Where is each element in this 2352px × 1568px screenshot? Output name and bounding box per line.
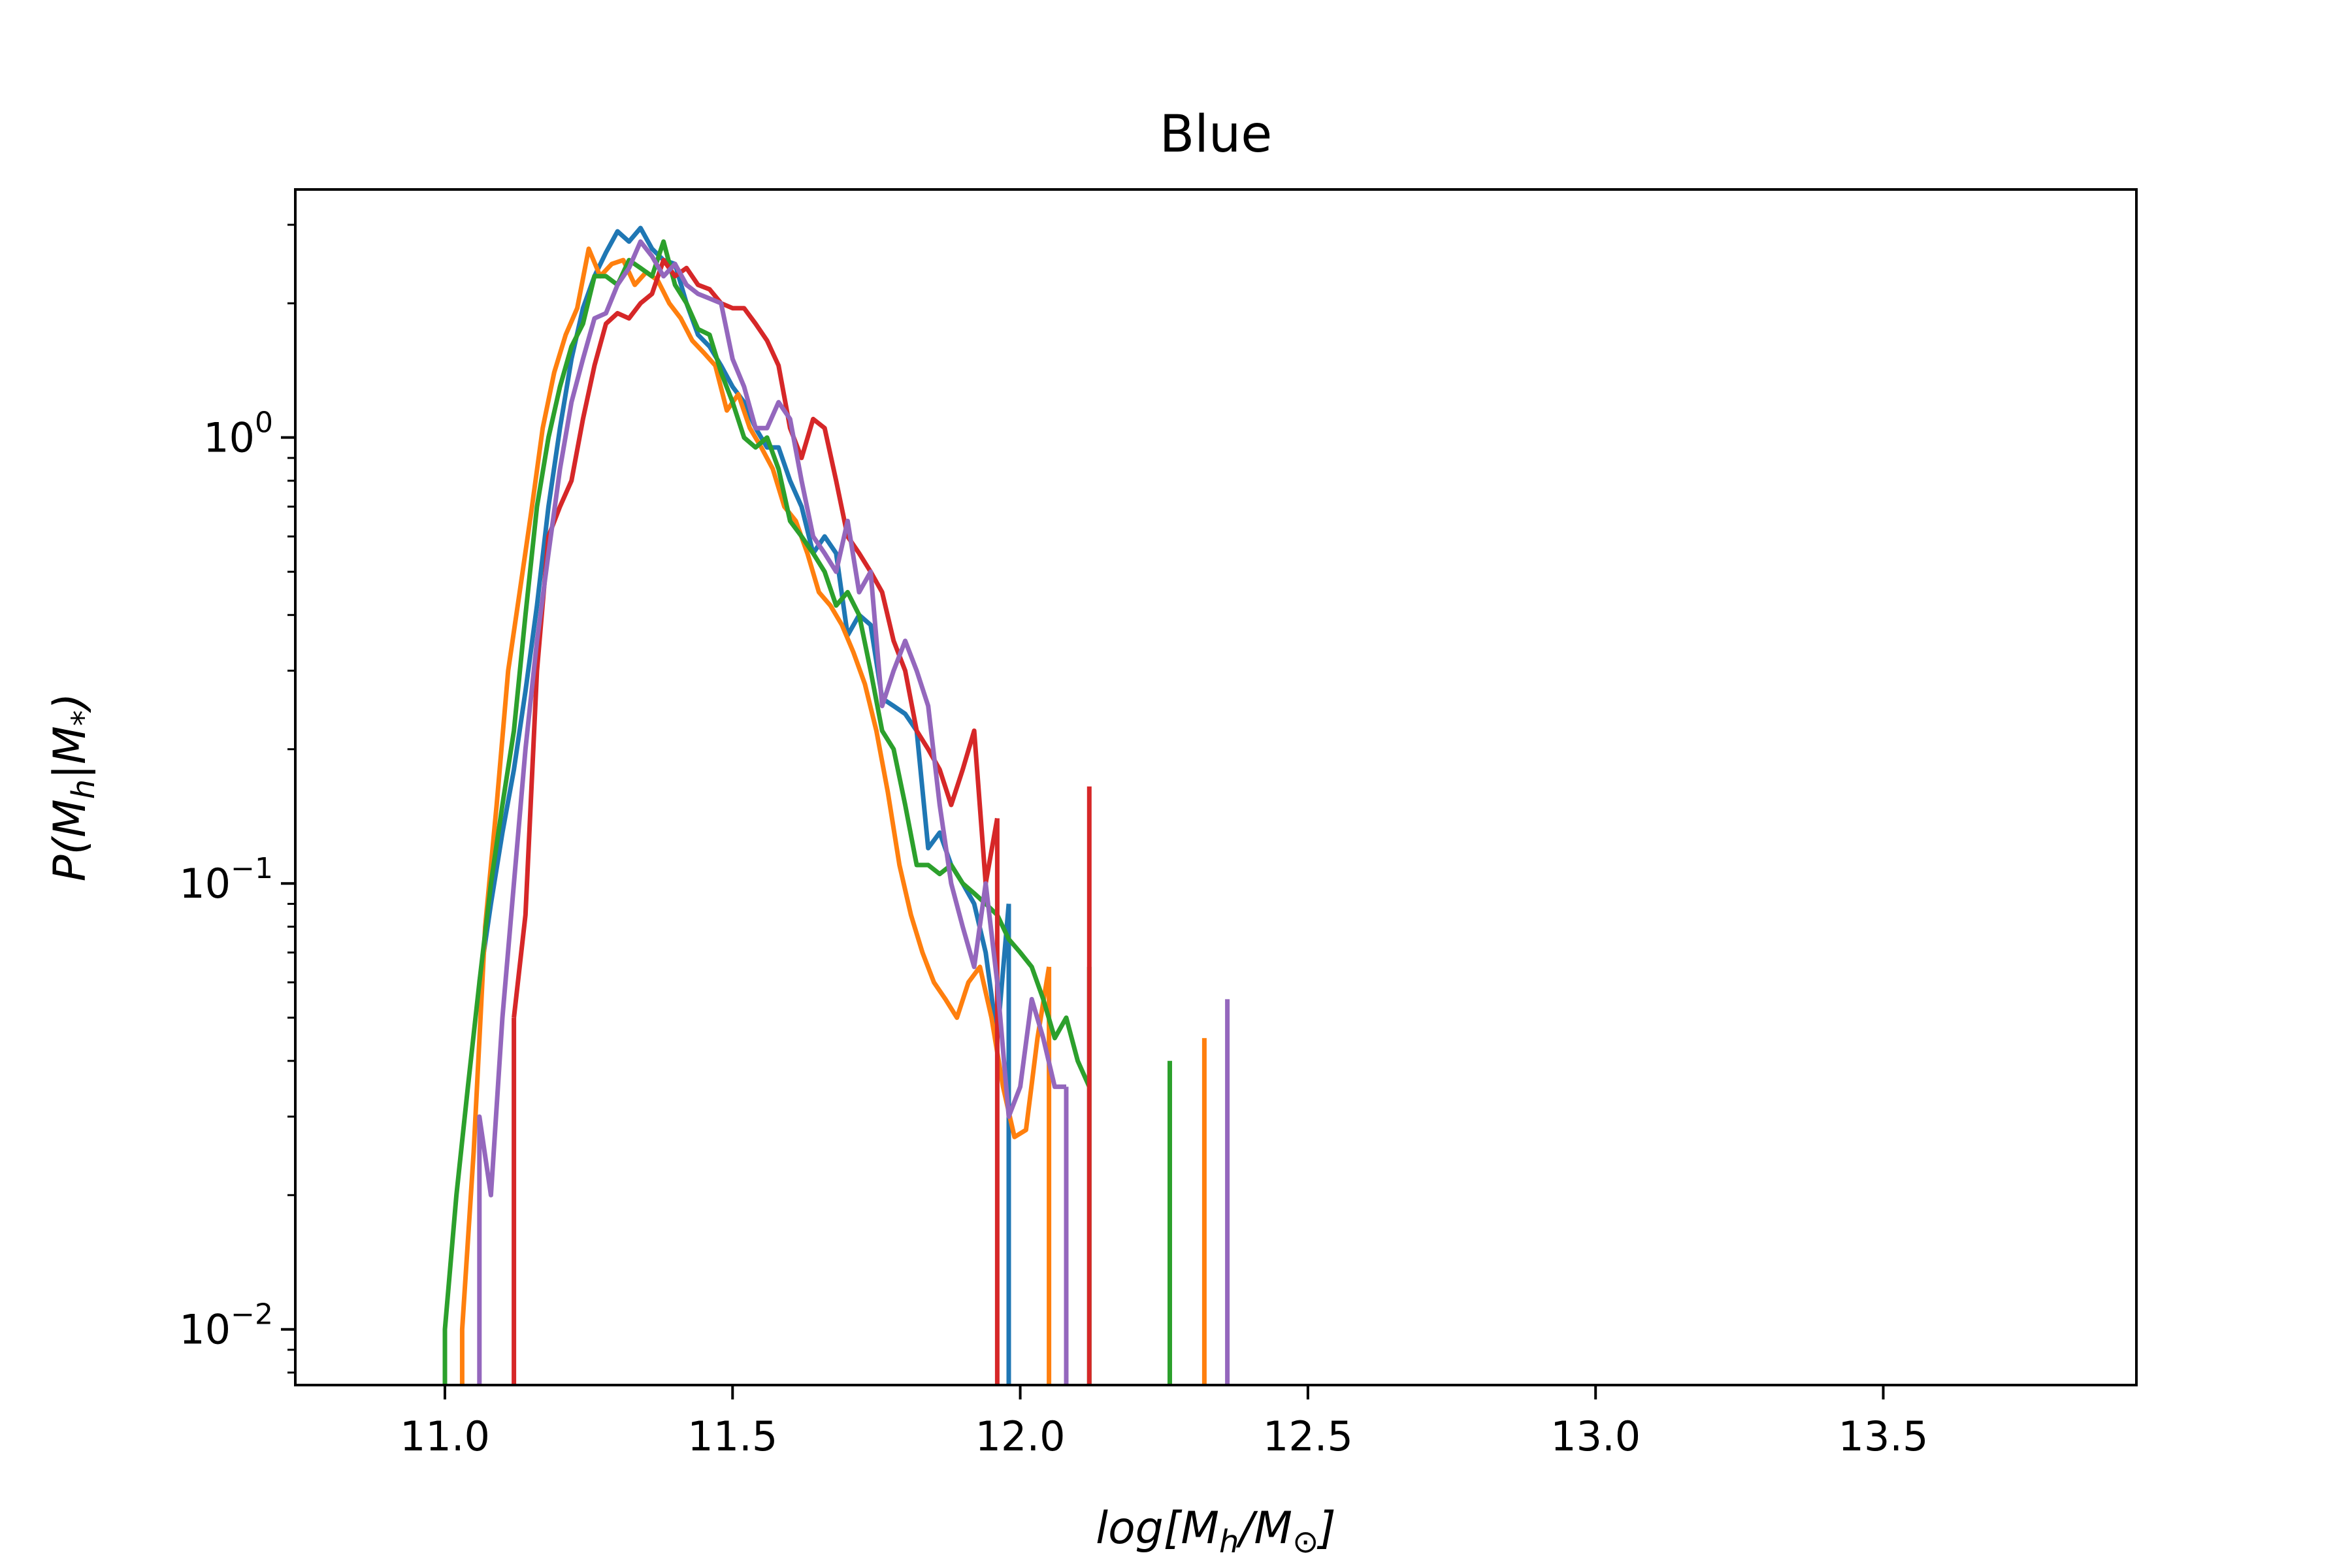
chart-title: Blue [1160, 105, 1273, 164]
plot-frame [294, 188, 2138, 1386]
x-tick-label: 13.0 [1550, 1413, 1641, 1460]
series-layer [442, 225, 1230, 1385]
x-tick-label: 11.0 [400, 1413, 490, 1460]
y-tick-label: 10−1 [179, 852, 273, 907]
y-axis-label: P(Mh|M*) [44, 693, 102, 882]
x-tick-label: 11.5 [687, 1413, 777, 1460]
y-tick-label: 100 [203, 406, 273, 462]
x-axis: 11.0 11.5 12.0 12.5 13.0 13.5 [400, 1385, 1929, 1460]
series-1-line-1 [477, 225, 1011, 1041]
x-tick-label: 13.5 [1838, 1413, 1929, 1460]
x-tick-label: 12.0 [975, 1413, 1066, 1460]
y-axis: 10−2 10−1 100 [179, 223, 295, 1374]
x-axis-label: log[Mh/M⊙] [1096, 1503, 1336, 1560]
x-tick-label: 12.5 [1263, 1413, 1353, 1460]
y-tick-label: 10−2 [179, 1298, 273, 1354]
series-4-line-2 [512, 257, 1000, 1019]
series-5-line-1 [477, 239, 1066, 1385]
series-2-line-1 [459, 246, 1052, 1385]
series-3-line-1 [442, 239, 1092, 1385]
